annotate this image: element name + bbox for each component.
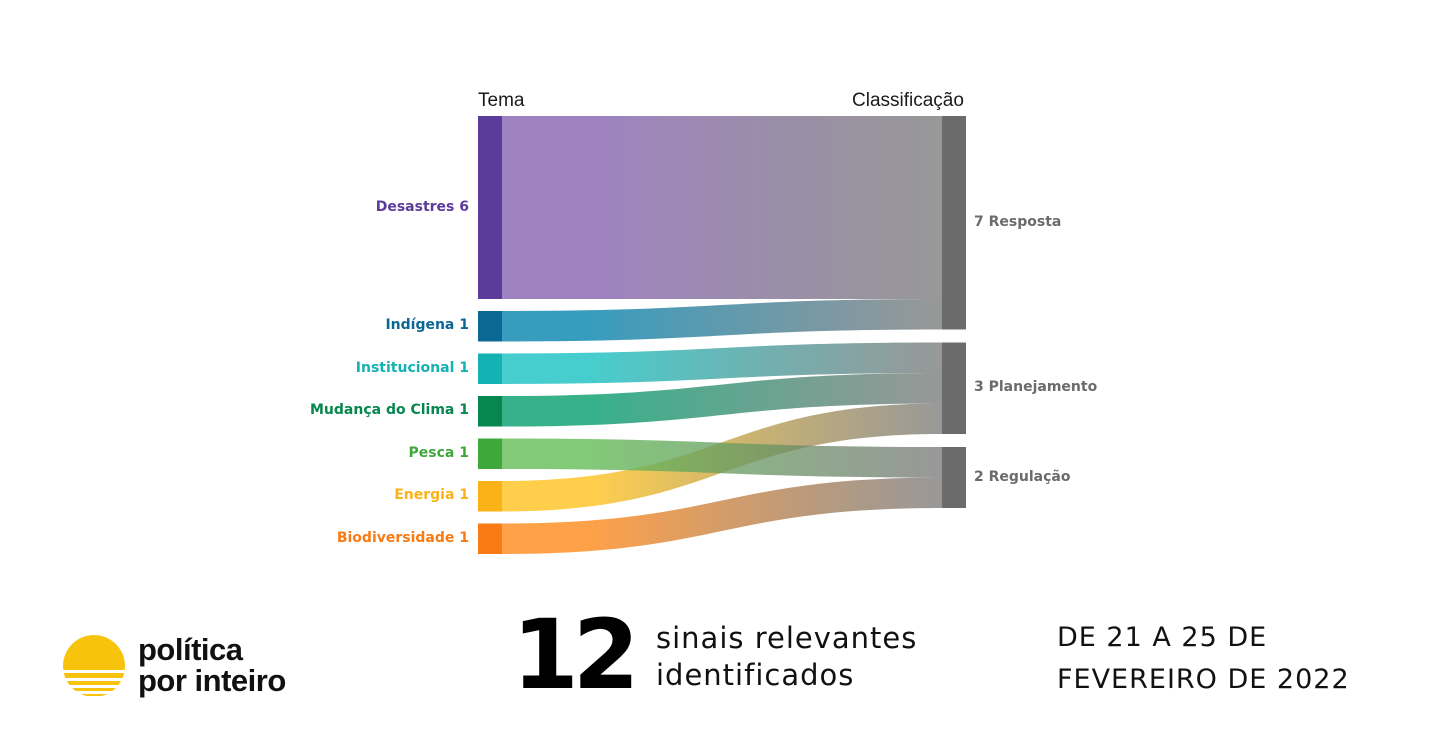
target-node-regulacao bbox=[942, 447, 966, 508]
count-caption: sinais relevantes identificados bbox=[656, 620, 917, 694]
source-node-energia bbox=[478, 481, 502, 512]
date-line-2: FEVEREIRO DE 2022 bbox=[1057, 664, 1350, 695]
link-biodiversidade-to-regulacao bbox=[502, 477, 942, 554]
source-label-desastres: Desastres 6 bbox=[375, 198, 469, 215]
link-desastres-to-resposta bbox=[502, 116, 942, 299]
source-node-mudanca-do-clima bbox=[478, 396, 502, 427]
source-label-biodiversidade: Biodiversidade 1 bbox=[336, 529, 469, 546]
source-node-indigena bbox=[478, 311, 502, 342]
source-node-biodiversidade bbox=[478, 523, 502, 554]
brand-line-1: política bbox=[138, 632, 243, 667]
sun-logo-icon bbox=[63, 635, 125, 696]
sankey-svg bbox=[478, 116, 966, 554]
brand-line-2: por inteiro bbox=[138, 663, 286, 698]
source-label-pesca: Pesca 1 bbox=[408, 444, 469, 461]
source-node-desastres bbox=[478, 116, 502, 299]
date-line-1: DE 21 A 25 DE bbox=[1057, 622, 1268, 653]
signal-count: 12 bbox=[512, 599, 640, 711]
left-column-header: Tema bbox=[478, 90, 525, 111]
source-label-energia: Energia 1 bbox=[394, 487, 469, 504]
target-label-planejamento: 3 Planejamento bbox=[974, 379, 1098, 396]
link-mudanca-do-clima-to-planejamento bbox=[502, 373, 942, 427]
target-label-regulacao: 2 Regulação bbox=[974, 468, 1071, 485]
caption-line-1: sinais relevantes bbox=[656, 621, 918, 655]
right-column-header: Classificação bbox=[852, 90, 964, 111]
date-range: DE 21 A 25 DE FEVEREIRO DE 2022 bbox=[1057, 617, 1350, 701]
source-node-institucional bbox=[478, 353, 502, 384]
brand-name: política por inteiro bbox=[138, 634, 286, 696]
source-label-mudanca-do-clima: Mudança do Clima 1 bbox=[310, 402, 469, 419]
source-label-institucional: Institucional 1 bbox=[355, 359, 469, 376]
source-node-pesca bbox=[478, 438, 502, 469]
link-pesca-to-regulacao bbox=[502, 438, 942, 478]
link-indigena-to-resposta bbox=[502, 299, 942, 342]
target-node-resposta bbox=[942, 116, 966, 330]
brand-logo: política por inteiro bbox=[62, 632, 322, 702]
target-node-planejamento bbox=[942, 342, 966, 434]
source-label-indigena: Indígena 1 bbox=[385, 317, 469, 334]
link-institucional-to-planejamento bbox=[502, 342, 942, 384]
target-label-resposta: 7 Resposta bbox=[974, 213, 1062, 230]
caption-line-2: identificados bbox=[656, 658, 855, 692]
